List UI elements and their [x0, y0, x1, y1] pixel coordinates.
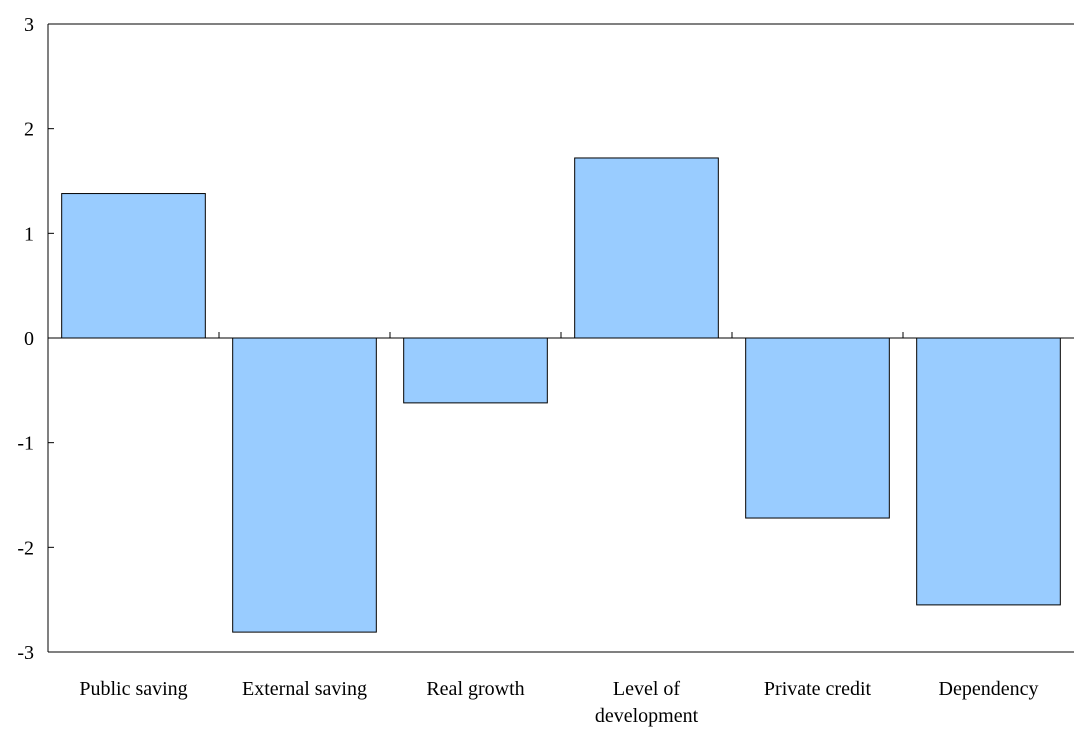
axes-layer [47, 23, 1074, 653]
category-label: External saving [242, 678, 367, 700]
bar [232, 337, 377, 633]
y-tick-label: -1 [17, 433, 34, 455]
y-tick-label: -3 [17, 642, 34, 664]
y-tick-label: 3 [24, 14, 34, 36]
category-label: Real growth [426, 678, 524, 700]
category-label-line: Dependency [939, 678, 1039, 700]
category-label: Level of development [595, 678, 699, 727]
category-label-line: Real growth [426, 678, 524, 700]
y-tick-label: 0 [24, 328, 34, 350]
category-label-line: Public saving [79, 678, 187, 700]
y-tick-label: 2 [24, 119, 34, 141]
category-label: Dependency [939, 678, 1039, 700]
bar [403, 337, 548, 404]
category-label-line: Private credit [764, 678, 872, 700]
bars-layer [61, 157, 1061, 633]
y-tick-label: 1 [24, 223, 34, 245]
category-label-line: External saving [242, 678, 367, 700]
category-label-line: Level of [613, 678, 681, 700]
category-label-line: development [595, 705, 699, 727]
bar [574, 157, 719, 339]
category-label: Public saving [79, 678, 187, 700]
labels-layer: 3 2 1 0 -1 -2 -3 Public saving External saving Re… [17, 14, 1038, 727]
bar [916, 337, 1061, 606]
bar [61, 193, 206, 339]
y-tick-label: -2 [17, 537, 34, 559]
bar [745, 337, 890, 519]
category-label: Private credit [764, 678, 872, 700]
